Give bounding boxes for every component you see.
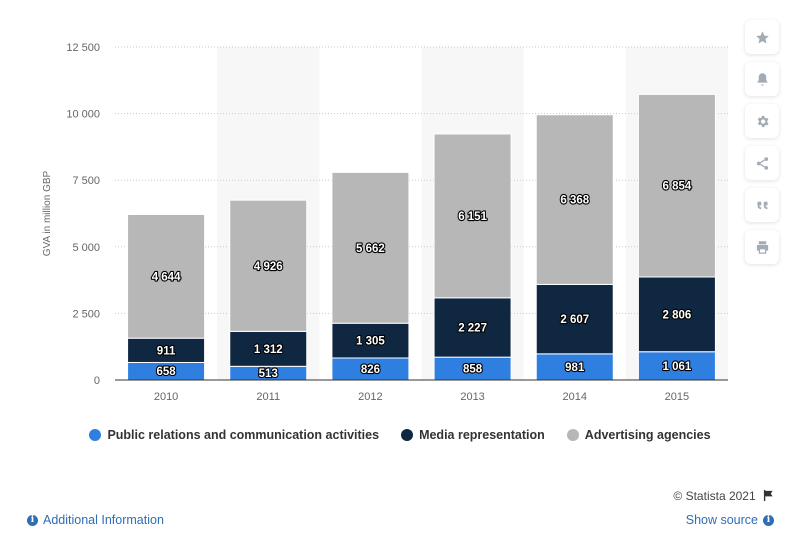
legend-item[interactable]: Advertising agencies (566, 428, 711, 442)
legend-label: Media representation (419, 428, 545, 442)
y-tick-label: 12 500 (66, 42, 100, 54)
x-tick-label: 2012 (358, 391, 382, 403)
y-tick-label: 2 500 (72, 308, 100, 320)
notification-button[interactable] (745, 62, 779, 96)
flag-icon (763, 490, 774, 504)
y-tick-label: 5 000 (72, 242, 100, 254)
data-label: 2 607 (560, 314, 589, 326)
data-label: 4 926 (254, 261, 283, 273)
quote-icon (757, 201, 767, 209)
data-label: 1 061 (663, 361, 692, 373)
share-button[interactable] (745, 146, 779, 180)
data-label: 4 644 (152, 271, 181, 283)
legend-swatch (401, 429, 414, 441)
bar-segment (127, 337, 206, 363)
data-label: 658 (156, 366, 176, 378)
data-label: 826 (361, 364, 380, 376)
print-icon (756, 240, 768, 254)
stacked-bar-chart: 0 2 500 5 000 7 500 10 000 12 500 GVA in milli… (42, 42, 728, 403)
bar-segment (535, 283, 614, 355)
data-label: 6 854 (663, 181, 692, 193)
info-icon: i (763, 514, 774, 526)
bell-icon (757, 72, 767, 86)
x-tick-label: 2010 (154, 391, 178, 403)
data-label: 1 305 (356, 336, 385, 348)
star-icon (755, 30, 769, 43)
bar-segment (637, 93, 716, 278)
legend-label: Public relations and communication activ… (107, 428, 380, 442)
x-tick-label: 2014 (563, 391, 587, 403)
settings-button[interactable] (745, 104, 779, 138)
data-label: 858 (463, 364, 483, 376)
data-label: 911 (157, 345, 176, 357)
gear-icon (757, 115, 768, 127)
bar-segment (535, 114, 614, 285)
data-label: 6 151 (458, 211, 487, 223)
x-tick-label: 2011 (256, 391, 280, 403)
data-label: 2 227 (458, 322, 487, 334)
chart-legend: Public relations and communication activ… (0, 428, 800, 442)
legend-item[interactable]: Media representation (401, 428, 545, 442)
legend-item[interactable]: Public relations and communication activ… (89, 428, 379, 442)
bar-segment (637, 276, 716, 353)
print-button[interactable] (745, 230, 779, 264)
data-label: 1 312 (254, 344, 283, 356)
legend-swatch (566, 429, 579, 441)
show-source-link[interactable]: Show source i (686, 513, 774, 527)
bar-segment (331, 322, 410, 359)
y-tick-label: 10 000 (66, 109, 100, 121)
bar-segment (127, 213, 206, 339)
additional-information-link[interactable]: i Additional Information (27, 513, 164, 527)
data-label: 2 806 (663, 309, 692, 321)
x-tick-label: 2015 (665, 391, 689, 403)
y-axis-title: GVA in million GBP (42, 170, 53, 256)
data-label: 5 662 (356, 243, 385, 255)
data-label: 6 368 (560, 195, 589, 207)
bookmark-star-button[interactable] (745, 20, 779, 54)
statista-credit[interactable]: © Statista 2021 (673, 489, 774, 504)
bar-segment (433, 133, 512, 299)
data-label: 513 (259, 368, 278, 380)
bar-segment (229, 330, 308, 367)
cite-button[interactable] (745, 188, 779, 222)
x-tick-label: 2013 (460, 391, 484, 403)
y-tick-label: 0 (94, 375, 100, 387)
bar-segment (637, 351, 716, 381)
info-icon: i (27, 514, 38, 526)
y-tick-label: 7 500 (72, 175, 100, 187)
bar-segment (433, 297, 512, 358)
legend-swatch (89, 429, 102, 441)
bar-segment (229, 199, 308, 332)
data-label: 981 (565, 362, 585, 374)
bar-segment (331, 171, 410, 324)
legend-label: Advertising agencies (584, 428, 711, 442)
share-icon (756, 156, 768, 170)
